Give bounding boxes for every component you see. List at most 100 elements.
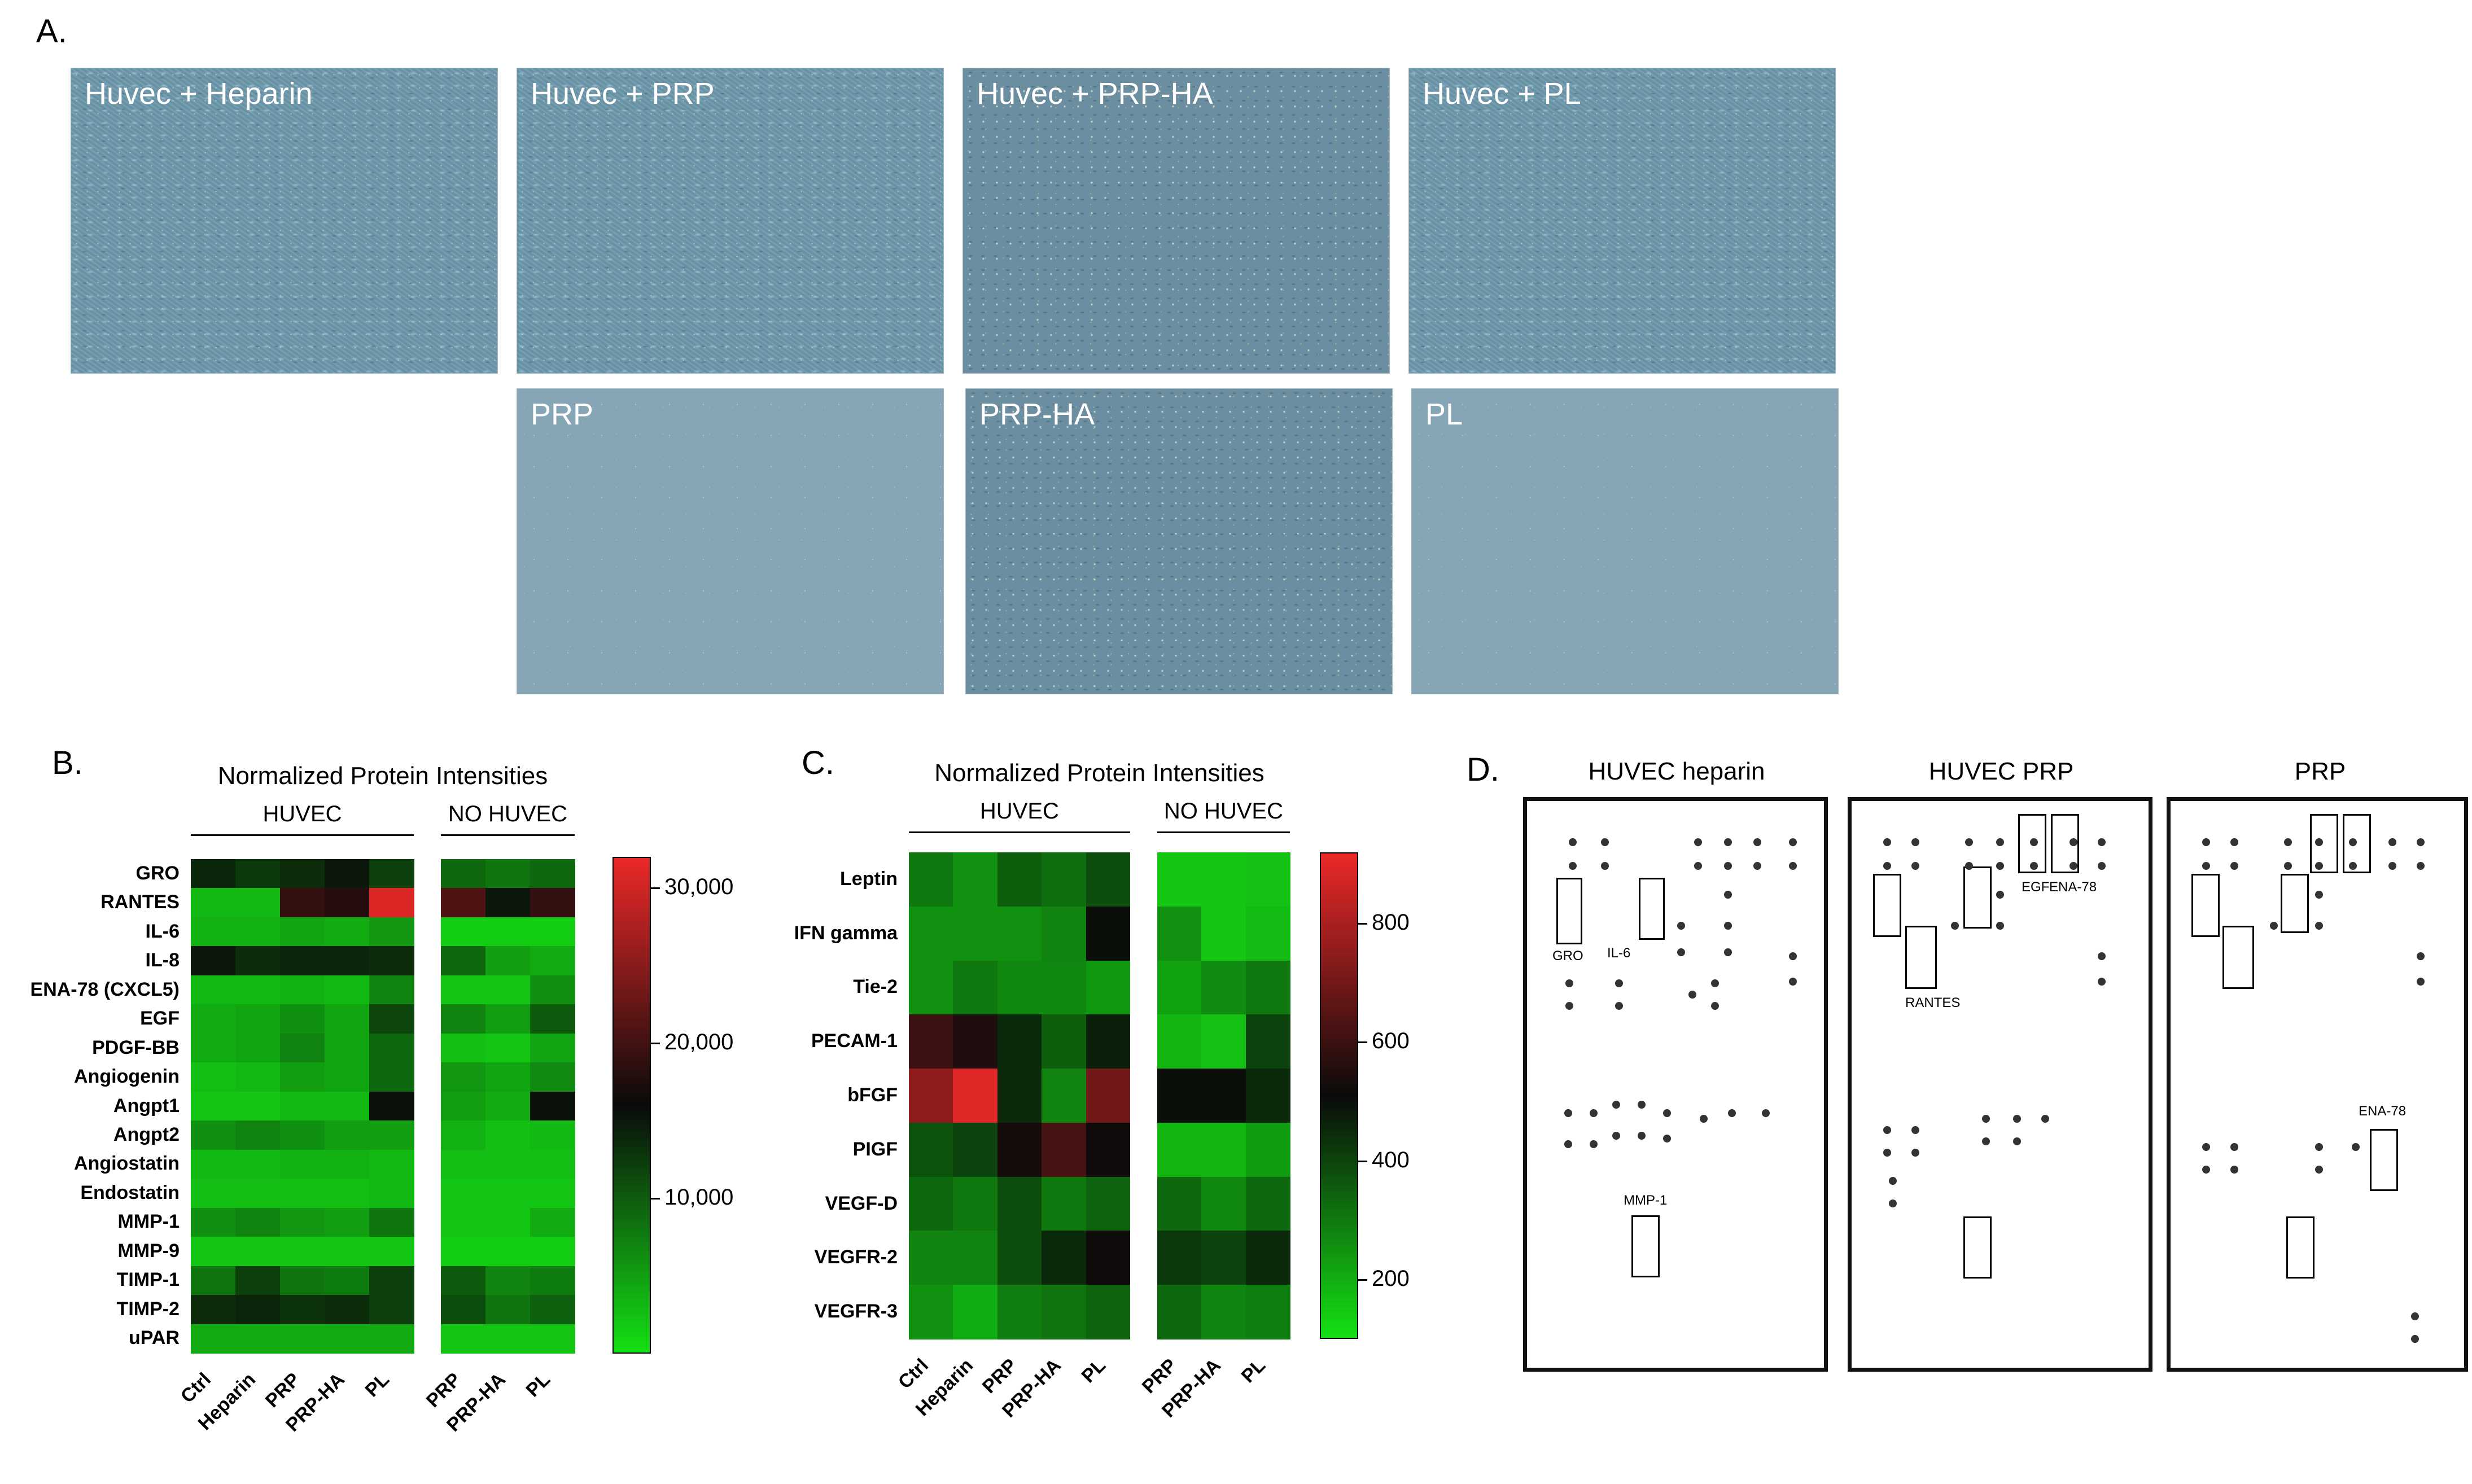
blot-spot: [1615, 1002, 1623, 1010]
blot-spot: [2349, 862, 2357, 870]
highlight-box-prp-d: [2310, 814, 2338, 873]
heatmap-row-label: RANTES: [100, 891, 180, 913]
heatmap-cell: [280, 1033, 325, 1063]
colorbar-tick: [1358, 1279, 1367, 1281]
highlight-box-prp-b: [2281, 874, 2309, 933]
heatmap-cell: [997, 960, 1042, 1015]
heatmap-title: Normalized Protein Intensities: [934, 759, 1265, 787]
heatmap-cell: [441, 1179, 486, 1209]
heatmap-cell: [280, 1295, 325, 1325]
blot-spot: [2013, 1115, 2021, 1123]
blot-spot: [1996, 922, 2004, 930]
heatmap-cell: [191, 1324, 236, 1354]
heatmap-cell: [1245, 906, 1290, 961]
heatmap-cell: [441, 1324, 486, 1354]
heatmap-cell: [235, 1091, 281, 1121]
heatmap-cell: [441, 1207, 486, 1237]
blot-spot: [1911, 838, 1919, 846]
heatmap-cell: [530, 1237, 575, 1267]
heatmap-cell: [280, 975, 325, 1005]
heatmap-cell: [953, 852, 998, 907]
panel-c-letter: C.: [802, 745, 834, 781]
blot-spot: [2417, 838, 2425, 846]
heatmap-cell: [485, 1179, 531, 1209]
colorbar-tick: [1358, 1160, 1367, 1162]
blot-spot: [1996, 891, 2004, 899]
heatmap-cell: [191, 888, 236, 918]
heatmap-cell: [530, 859, 575, 889]
blot-spot: [1728, 1109, 1736, 1117]
group-line-no-huvec: [441, 834, 575, 836]
heatmap-row-label: PIGF: [852, 1138, 898, 1160]
heatmap-cell: [1157, 1231, 1202, 1285]
highlight-box-prp-c: [2222, 926, 2254, 989]
blot-spot: [2315, 891, 2323, 899]
heatmap-cell: [485, 1324, 531, 1354]
heatmap-cell: [325, 1091, 370, 1121]
group-line-huvec: [191, 834, 414, 836]
heatmap-cell: [909, 906, 953, 961]
blot-spot: [1694, 838, 1702, 846]
heatmap-cell: [953, 1014, 998, 1069]
colorbar-tick: [1358, 923, 1367, 925]
heatmap-cell: [235, 1237, 281, 1267]
heatmap-cell: [530, 1179, 575, 1209]
blot-spot: [1982, 1115, 1990, 1123]
heatmap-cell: [485, 1266, 531, 1295]
heatmap-cell: [530, 1033, 575, 1063]
heatmap-cell: [1042, 1231, 1087, 1285]
blot-spot: [2417, 952, 2425, 960]
blot-spot: [1700, 1115, 1708, 1123]
heatmap-row-label: MMP-1: [117, 1211, 180, 1233]
heatmap-cell: [909, 1014, 953, 1069]
group-label-huvec: HUVEC: [262, 802, 342, 826]
heatmap-cell: [485, 1062, 531, 1092]
micrograph-huvec-prp-ha: Huvec + PRP-HA: [962, 68, 1390, 374]
blot-spot: [1724, 948, 1732, 956]
heatmap-cell: [325, 1004, 370, 1034]
heatmap-cell: [997, 1069, 1042, 1123]
heatmap-cell: [530, 975, 575, 1005]
highlight-box-prp-e: [2343, 814, 2371, 873]
blot-spot: [2270, 922, 2278, 930]
heatmap-cell: [325, 1295, 370, 1325]
heatmap-cell: [441, 1295, 486, 1325]
heatmap-row-label: MMP-9: [117, 1240, 180, 1262]
heatmap-cell: [997, 1014, 1042, 1069]
blot-spot: [1753, 838, 1761, 846]
heatmap-cell: [191, 1295, 236, 1325]
colorbar-tick: [651, 1043, 660, 1044]
micrograph-pl: PL: [1411, 388, 1839, 694]
heatmap-cell: [485, 888, 531, 918]
blot-spot: [1711, 979, 1719, 987]
heatmap-row-label: IFN gamma: [794, 922, 898, 944]
heatmap-cell: [1245, 1014, 1290, 1069]
heatmap-cell: [1042, 1285, 1087, 1339]
highlight-box-prp-f: [2286, 1216, 2315, 1279]
micrograph-label: PRP: [531, 397, 594, 431]
highlight-box-prp-3: [1963, 1216, 1992, 1279]
heatmap-cell: [369, 859, 414, 889]
heatmap-cell: [369, 1149, 414, 1179]
heatmap-row-label: VEGFR-3: [814, 1301, 898, 1323]
heatmap-cell: [530, 917, 575, 947]
heatmap-cell: [485, 1295, 531, 1325]
heatmap-cell: [1201, 1231, 1246, 1285]
heatmap-cell: [191, 1266, 236, 1295]
heatmap-cell: [1042, 1014, 1087, 1069]
blot-spot: [2315, 838, 2323, 846]
heatmap-cell: [280, 1207, 325, 1237]
heatmap-cell: [369, 975, 414, 1005]
heatmap-cell: [441, 888, 486, 918]
blot-spot: [2098, 862, 2106, 870]
blot-spot: [1789, 978, 1797, 986]
blot-spot: [1638, 1132, 1646, 1140]
heatmap-cell: [1201, 1122, 1246, 1177]
highlight-box-il6: [1639, 878, 1665, 940]
blot-spot: [1889, 1177, 1897, 1185]
heatmap-cell: [280, 1179, 325, 1209]
heatmap-cell: [1157, 1014, 1202, 1069]
panel-b-letter: B.: [52, 745, 83, 781]
blot-spot: [2202, 838, 2210, 846]
heatmap-cell: [1042, 1176, 1087, 1232]
